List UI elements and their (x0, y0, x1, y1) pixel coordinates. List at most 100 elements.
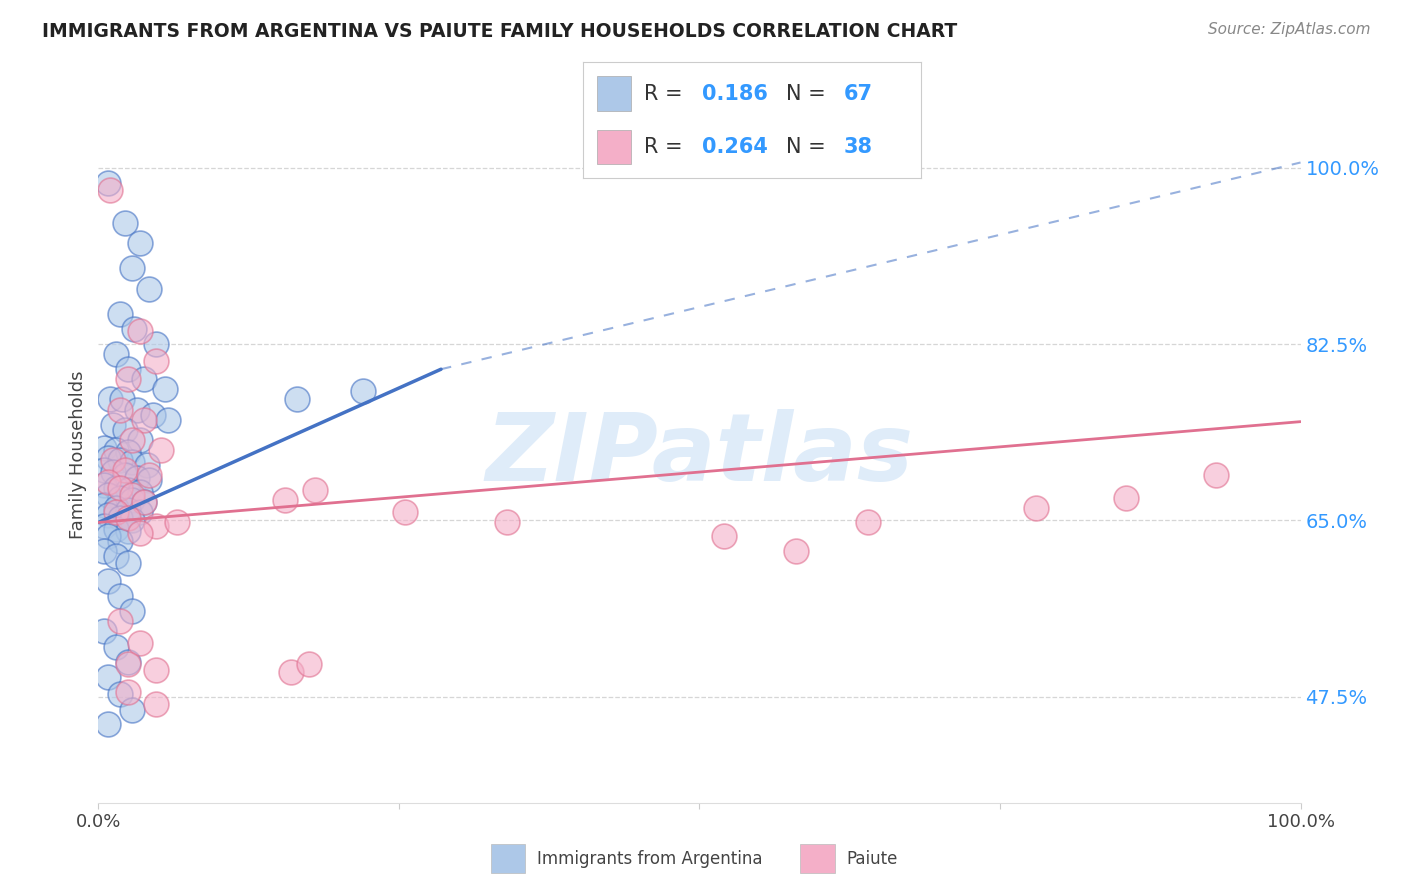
Point (111, 392, 134, 407)
Bar (598, 77, 631, 112)
Point (97, 508, 120, 523)
Text: ZIPatlas: ZIPatlas (485, 409, 914, 501)
Point (1115, 491, 1137, 506)
Point (117, 503, 139, 517)
Point (93, 478, 115, 492)
Point (97, 717, 120, 731)
Point (93, 499, 115, 513)
Point (132, 495, 155, 509)
Point (125, 402, 148, 417)
Point (108, 589, 131, 603)
Point (108, 687, 131, 701)
Point (129, 505, 152, 519)
Point (108, 481, 131, 495)
Point (145, 518, 167, 533)
Point (93, 543, 115, 558)
Point (97, 475, 120, 490)
Point (153, 383, 176, 397)
Point (129, 485, 152, 500)
Point (105, 505, 128, 519)
Point (93, 463, 115, 477)
Point (129, 324, 152, 338)
Point (138, 281, 160, 295)
Point (97, 176, 120, 190)
Point (121, 493, 143, 508)
Point (93, 441, 115, 455)
Point (121, 455, 143, 469)
Point (117, 657, 139, 671)
Point (117, 556, 139, 570)
Point (117, 524, 139, 538)
Bar (491, 844, 526, 873)
Point (280, 665, 302, 679)
Point (145, 697, 167, 711)
Point (145, 337, 167, 351)
Point (117, 511, 139, 525)
Point (352, 384, 374, 399)
Point (105, 347, 128, 361)
Point (1025, 501, 1047, 516)
Point (141, 408, 163, 422)
Point (135, 458, 157, 472)
Point (129, 236, 152, 251)
Point (117, 362, 139, 376)
Point (285, 392, 308, 407)
Point (108, 402, 131, 417)
Point (496, 516, 519, 530)
Point (129, 525, 152, 540)
Point (101, 465, 124, 479)
Point (121, 703, 143, 717)
Point (713, 528, 735, 542)
Point (157, 412, 180, 426)
Text: 38: 38 (844, 137, 872, 157)
Point (97, 574, 120, 588)
Y-axis label: Family Households: Family Households (69, 371, 87, 539)
Point (138, 473, 160, 487)
Point (785, 543, 807, 558)
Point (274, 493, 297, 508)
Point (125, 471, 148, 485)
Text: Paiute: Paiute (846, 849, 898, 868)
Point (394, 505, 416, 519)
Point (121, 433, 143, 447)
Point (97, 450, 120, 465)
Point (93, 624, 115, 639)
Point (121, 513, 143, 527)
Point (114, 423, 136, 437)
Point (304, 483, 326, 498)
Text: N =: N = (786, 137, 832, 157)
Point (1205, 468, 1227, 483)
Point (117, 445, 139, 459)
Point (129, 433, 152, 447)
Point (117, 655, 139, 669)
Point (121, 604, 143, 618)
Text: IMMIGRANTS FROM ARGENTINA VS PAIUTE FAMILY HOUSEHOLDS CORRELATION CHART: IMMIGRANTS FROM ARGENTINA VS PAIUTE FAMI… (42, 22, 957, 41)
Point (145, 354, 167, 368)
Point (105, 442, 128, 457)
Bar (800, 844, 835, 873)
Point (114, 216, 136, 230)
Point (97, 528, 120, 542)
Point (105, 522, 128, 536)
Point (97, 670, 120, 684)
Text: 0.186: 0.186 (702, 84, 768, 103)
Point (138, 468, 160, 483)
Point (108, 491, 131, 506)
Point (108, 511, 131, 525)
Point (108, 307, 131, 321)
Point (145, 663, 167, 677)
Point (101, 417, 124, 432)
Text: R =: R = (644, 137, 689, 157)
Point (105, 640, 128, 654)
Point (108, 615, 131, 629)
Text: N =: N = (786, 84, 832, 103)
Point (105, 549, 128, 563)
Point (121, 488, 143, 502)
Point (100, 183, 122, 197)
Point (856, 516, 879, 530)
Point (93, 518, 115, 533)
Point (108, 533, 131, 548)
Text: R =: R = (644, 84, 689, 103)
Text: 0.264: 0.264 (702, 137, 768, 157)
Point (298, 657, 321, 671)
